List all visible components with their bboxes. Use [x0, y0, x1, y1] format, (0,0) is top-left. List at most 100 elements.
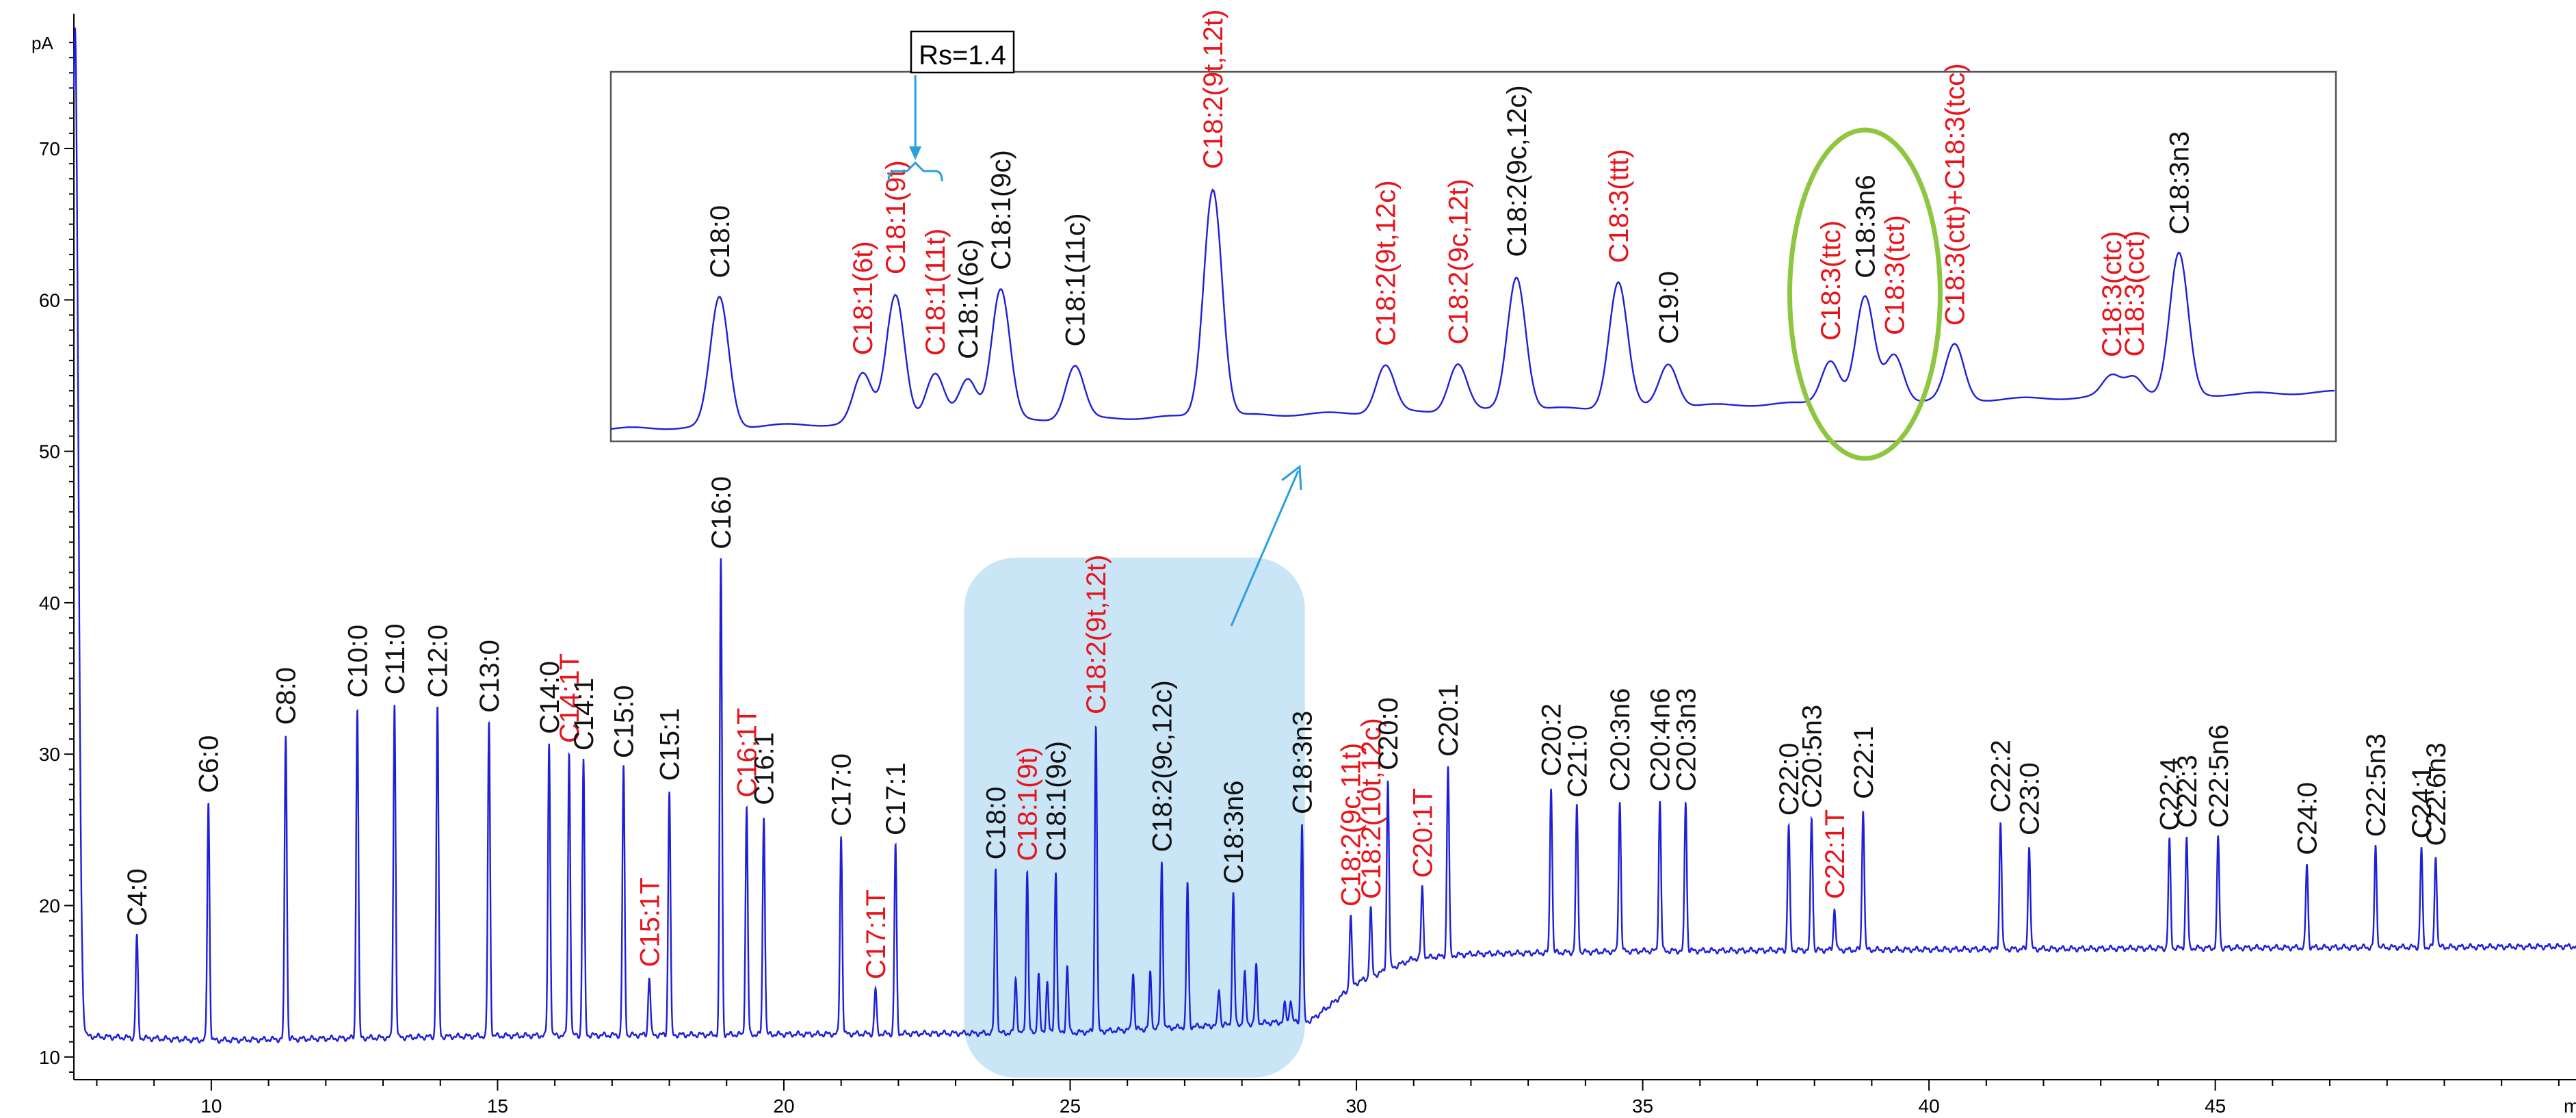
peak-labels: C4:0 C6:0 C8:0 C10:0 C11:0 C12:0 C13:0 C14:0C14… — [122, 476, 2452, 979]
x-tick-label: 45 — [2205, 1095, 2226, 1117]
y-tick-label: 50 — [39, 441, 60, 463]
peak-label: C16:1T — [733, 707, 763, 797]
peak-label: C18:2(10t,12c) — [1356, 718, 1386, 899]
peak-label: C11:0 — [380, 623, 410, 694]
peak-label: C20:1 — [1434, 684, 1464, 757]
peak-label: C18:2(9t,12t) — [1081, 554, 1112, 714]
peak-label: C17:1T — [861, 889, 891, 979]
peak-label: C18:0 — [982, 787, 1012, 860]
peak-label: C15:1 — [655, 708, 685, 781]
peak-label: C15:0 — [609, 685, 640, 758]
peak-label: C18:1(9c) — [1042, 741, 1072, 861]
peak-label: C8:0 — [272, 667, 302, 725]
inset-trace — [610, 188, 2335, 430]
inset-peak-label: C18:1(6t) — [848, 241, 878, 355]
peak-label: C18:1(9t) — [1013, 747, 1043, 861]
resolution-box — [910, 30, 1015, 74]
peak-label: C4:0 — [122, 868, 153, 926]
peak-label: C20:1T — [1408, 788, 1438, 878]
peak-label: C23:0 — [2015, 762, 2045, 835]
peak-label: C10:0 — [343, 625, 373, 698]
inset-peak-label: C18:3(tct) — [1880, 215, 1910, 335]
peak-label: C14:1T — [555, 653, 585, 743]
inset-peak-label: C18:3(ttc) — [1816, 220, 1846, 341]
inset-peak-label: C18:3(ctt)+C18:3(tcc) — [1941, 63, 1971, 325]
inset-peak-label: C18:1(11t) — [921, 229, 951, 356]
highlight-region — [964, 558, 1305, 1078]
inset-peak-label: C18:2(9t,12c) — [1371, 180, 1401, 346]
resolution-bracket — [887, 161, 943, 182]
resolution-arrowhead — [909, 146, 922, 160]
peak-label: C22:6n3 — [2421, 742, 2452, 846]
peak-label: C14:1 — [569, 677, 599, 751]
peak-label: C17:1 — [881, 762, 911, 835]
peak-label: C20:5n3 — [1798, 705, 1828, 808]
x-tick-label: 35 — [1632, 1095, 1653, 1117]
peak-label: C22:2 — [1986, 740, 2016, 813]
peak-label: C13:0 — [475, 640, 505, 713]
peak-label: C22:1T — [1820, 809, 1850, 899]
inset-peak-label: C18:1(6c) — [954, 239, 984, 359]
x-unit-label: m — [2564, 1095, 2576, 1117]
peak-label: C20:4n6 — [1646, 688, 1676, 792]
y-tick-label: 30 — [39, 744, 60, 765]
peak-label: C18:2(9c,12c) — [1147, 680, 1177, 852]
y-tick-label: 40 — [39, 593, 60, 614]
highlight-box — [964, 558, 1305, 1078]
inset-peak-label: C18:2(9c,12c) — [1502, 85, 1532, 257]
peak-label: C16:0 — [707, 476, 737, 549]
x-tick-label: 20 — [773, 1095, 794, 1117]
peak-label: C15:1T — [635, 877, 665, 967]
peak-label: C22:0 — [1774, 742, 1804, 816]
peak-label: C18:3n3 — [1288, 711, 1318, 814]
axes: 10 15 20 25 30 35 40 45 10 20 30 40 50 60 70 pA m — [31, 14, 2576, 1117]
inset-peak-label: C18:2(9t,12t) — [1198, 10, 1228, 169]
resolution-label: Rs=1.4 — [919, 40, 1006, 70]
inset-peak-label: C18:3(ctc) — [2097, 231, 2127, 358]
y-tick-label: 10 — [39, 1047, 60, 1068]
peak-label: C20:3n3 — [1671, 688, 1701, 792]
trace-group — [73, 27, 2576, 1044]
peak-label: C18:2(9c,11t) — [1337, 743, 1367, 907]
zoom-arrowhead — [1281, 465, 1302, 491]
peak-label: C22:5n3 — [2361, 733, 2391, 837]
inset-peak-label: C18:2(9c,12t) — [1443, 179, 1473, 344]
peak-label: C20:0 — [1374, 697, 1404, 770]
inset-peak-label: C18:0 — [705, 205, 735, 278]
inset-peak-label: C18:1(11c) — [1060, 213, 1090, 347]
peak-label: C14:0 — [535, 661, 565, 734]
x-tick-label: 25 — [1060, 1095, 1081, 1117]
peak-label: C22:4 — [2155, 758, 2185, 831]
x-tick-label: 15 — [487, 1095, 508, 1117]
chromatogram-trace — [73, 27, 2576, 1044]
peak-label: C12:0 — [423, 625, 454, 698]
inset-peak-label: C18:1(9t) — [881, 160, 911, 274]
peak-label: C22:1 — [1849, 726, 1879, 799]
peak-label: C20:2 — [1537, 703, 1567, 777]
peak-label: C17:0 — [827, 753, 857, 827]
y-unit-label: pA — [31, 33, 53, 53]
inset: C18:0 C18:1(6t)C18:1(9t) C18:1(11t) C18:1(6… — [609, 10, 2337, 627]
x-tick-label: 40 — [1919, 1095, 1940, 1117]
inset-peak-label: C19:0 — [1654, 271, 1684, 344]
peak-label: C21:0 — [1562, 725, 1592, 798]
inset-peak-label: C18:3(cct) — [2120, 231, 2150, 357]
peak-label: C20:3n6 — [1605, 688, 1635, 792]
peak-label: C22:5n6 — [2204, 725, 2234, 828]
inset-peak-label: C18:1(9c) — [986, 150, 1016, 270]
inset-peak-label: C18:3n6 — [1850, 175, 1880, 278]
inset-frame — [609, 70, 2337, 443]
peak-label: C24:1 — [2407, 766, 2437, 839]
peak-label: C22:3 — [2172, 755, 2203, 828]
peak-label: C18:3n6 — [1219, 781, 1249, 884]
inset-peak-label: C18:3(ttt) — [1604, 149, 1634, 263]
inset-peak-label: C18:3n3 — [2164, 131, 2194, 235]
peak-label: C16:1 — [750, 732, 780, 805]
y-tick-label: 60 — [39, 289, 60, 311]
x-tick-label: 30 — [1345, 1095, 1367, 1117]
highlight-ellipse — [1787, 127, 1943, 461]
peak-label: C24:0 — [2293, 782, 2323, 855]
peak-label: C6:0 — [194, 736, 224, 794]
y-tick-label: 20 — [39, 896, 60, 917]
